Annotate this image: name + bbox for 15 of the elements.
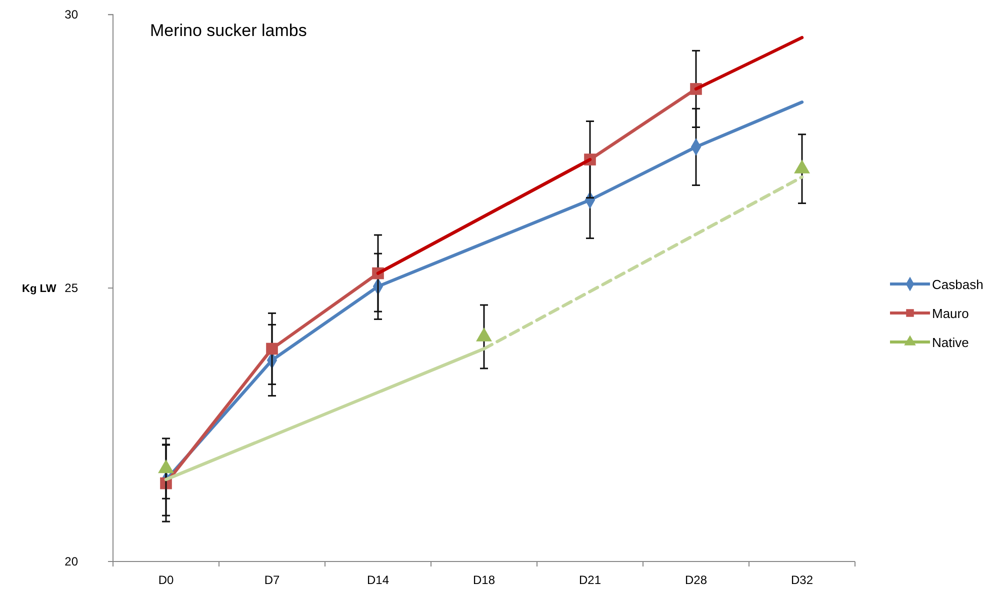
x-tick-label: D32 xyxy=(790,573,814,588)
y-tick-label: 25 xyxy=(64,280,78,295)
x-tick-label: D7 xyxy=(264,573,280,588)
y-tick-label: 30 xyxy=(64,7,78,22)
x-tick-label: D28 xyxy=(684,573,708,588)
legend-label: Casbash xyxy=(932,277,984,292)
x-tick-label: D21 xyxy=(578,573,602,588)
legend-label: Native xyxy=(932,335,969,350)
chart-title: Merino sucker lambs xyxy=(150,21,307,40)
legend-label: Mauro xyxy=(932,306,969,321)
x-tick-label: D0 xyxy=(158,573,174,588)
y-tick-label: 20 xyxy=(64,554,78,568)
y-axis-title: Kg LW xyxy=(22,283,57,296)
x-tick-label: D18 xyxy=(472,573,496,588)
x-tick-label: D14 xyxy=(366,573,390,588)
